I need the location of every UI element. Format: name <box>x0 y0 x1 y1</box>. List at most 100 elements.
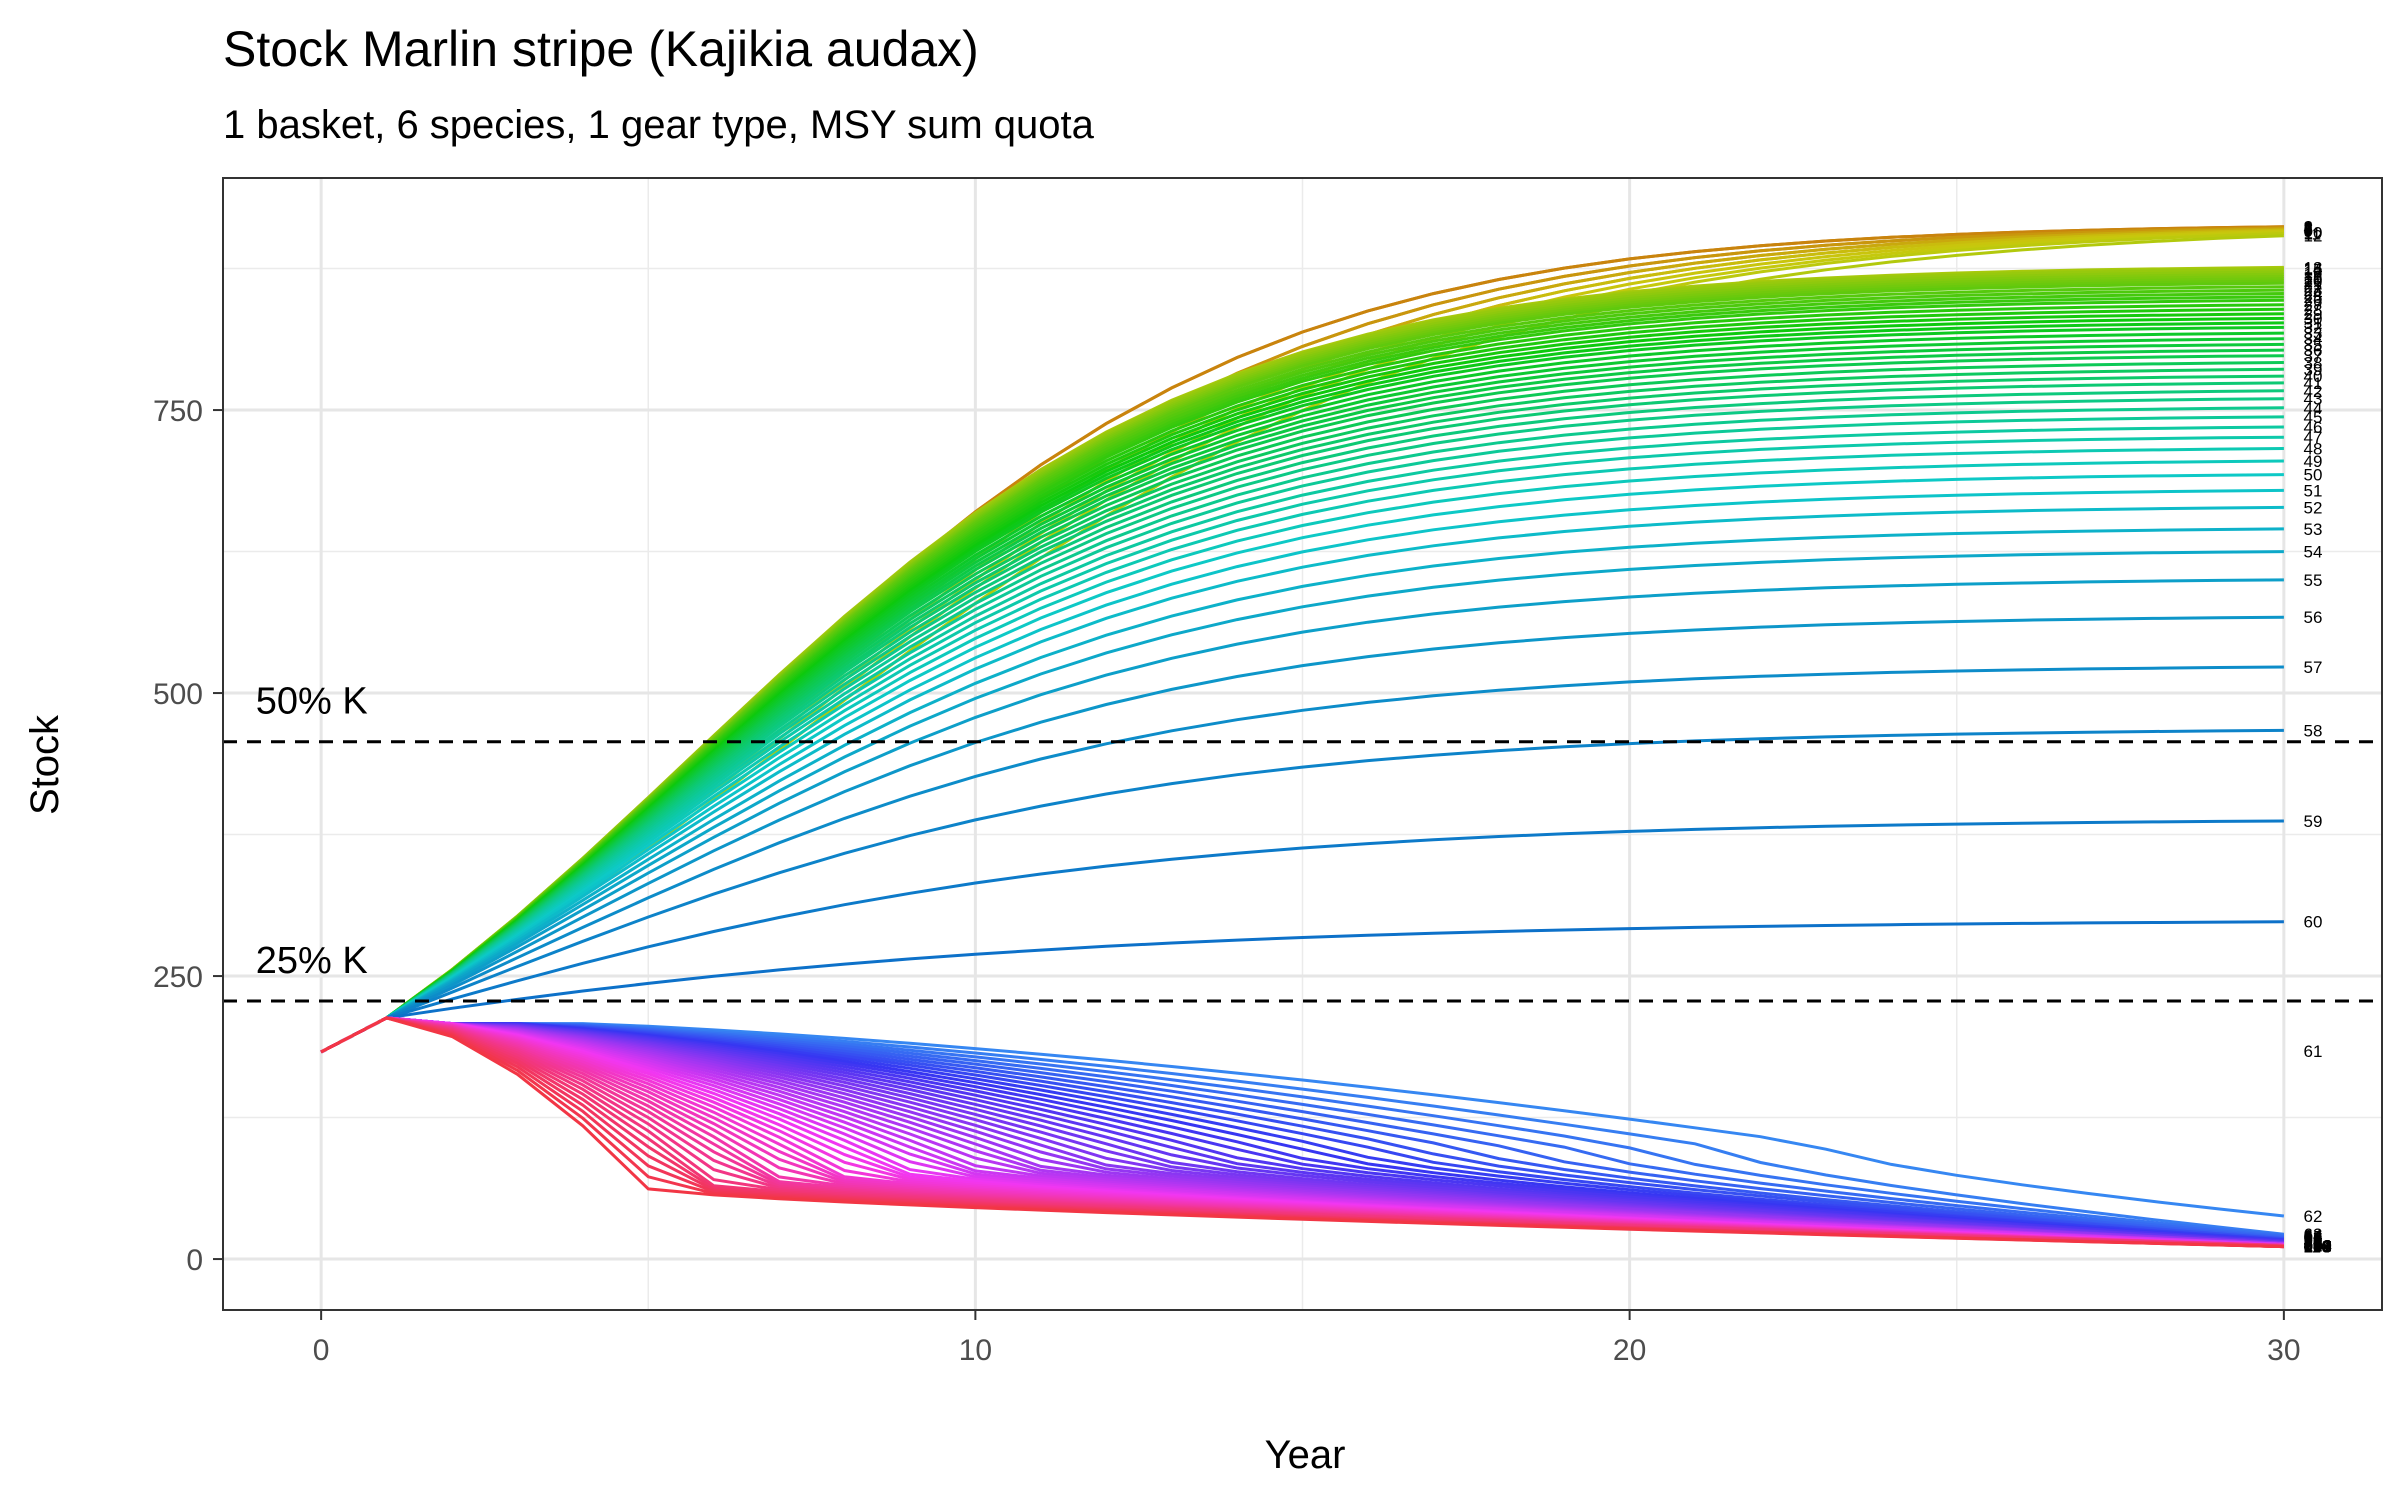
series-end-label: 33 <box>2303 324 2322 343</box>
series-end-label: 83 <box>2303 1235 2322 1254</box>
series-line <box>320 435 2284 1054</box>
y-tick-label: 500 <box>153 678 203 711</box>
x-tick-label: 20 <box>1613 1334 1646 1367</box>
reference-line-label: 25% K <box>256 940 368 982</box>
chart-subtitle: 1 basket, 6 species, 1 gear type, MSY su… <box>223 103 1095 147</box>
series-end-label: 28 <box>2303 300 2322 319</box>
series-end-label: 12 <box>2303 227 2322 246</box>
series-end-label: 49 <box>2303 452 2322 471</box>
series-end-label: 61 <box>2303 1042 2322 1061</box>
series-line <box>320 920 2284 1054</box>
series-end-label: 46 <box>2303 418 2322 437</box>
series-end-label: 108 <box>2303 1238 2331 1257</box>
y-tick-label: 250 <box>153 961 203 994</box>
series-end-label: 98 <box>2303 1236 2322 1255</box>
series-end-label: 45 <box>2303 408 2322 427</box>
series-end-label: 39 <box>2303 360 2322 379</box>
series-end-label: 38 <box>2303 354 2322 373</box>
series-end-label: 64 <box>2303 1226 2322 1245</box>
series-end-label: 30 <box>2303 309 2322 328</box>
series-end-label: 31 <box>2303 314 2322 333</box>
series-end-label: 94 <box>2303 1236 2322 1255</box>
series-line <box>320 425 2284 1054</box>
series-end-label: 69 <box>2303 1231 2322 1250</box>
reference-lines: 50% K 25% K <box>223 681 2382 1003</box>
series-end-label: 13 <box>2303 258 2322 277</box>
series-line <box>320 550 2284 1054</box>
series-end-label: 60 <box>2303 913 2322 932</box>
series-line <box>320 397 2284 1054</box>
series-end-label: 20 <box>2303 272 2322 291</box>
series-end-label: 79 <box>2303 1234 2322 1253</box>
series-end-label: 47 <box>2303 428 2322 447</box>
series-end-label: 99 <box>2303 1236 2322 1255</box>
series-end-label: 84 <box>2303 1235 2322 1254</box>
series-end-label: 65 <box>2303 1227 2322 1246</box>
series-line <box>320 406 2284 1054</box>
series-line <box>320 1016 2284 1249</box>
series-line <box>320 505 2284 1054</box>
series-line <box>320 615 2284 1054</box>
x-tick-label: 10 <box>959 1334 992 1367</box>
series-end-label: 36 <box>2303 341 2322 360</box>
series-end-label: 6 <box>2303 220 2312 239</box>
series-end-label: 59 <box>2303 812 2322 831</box>
series-end-label: 50 <box>2303 466 2322 485</box>
y-axis-title: Stock <box>23 714 67 815</box>
series-end-label: 81 <box>2303 1234 2322 1253</box>
series-end-label: 110 <box>2303 1238 2330 1257</box>
series-end-label: 7 <box>2303 221 2312 240</box>
series-end-label: 29 <box>2303 305 2322 324</box>
series-end-label: 41 <box>2303 374 2322 393</box>
series-end-label: 3 <box>2303 219 2312 238</box>
series-end-label: 97 <box>2303 1236 2322 1255</box>
series-end-label: 16 <box>2303 263 2322 282</box>
series-end-label: 102 <box>2303 1236 2331 1255</box>
series-end-label: 88 <box>2303 1235 2322 1254</box>
series-end-label: 90 <box>2303 1236 2322 1255</box>
series-end-label: 106 <box>2303 1238 2331 1257</box>
series-end-label: 42 <box>2303 382 2322 401</box>
series-end-label: 80 <box>2303 1234 2322 1253</box>
y-tick-label: 750 <box>153 395 203 428</box>
series-end-label: 89 <box>2303 1236 2322 1255</box>
series-lines <box>320 225 2285 1249</box>
chart-title: Stock Marlin stripe (Kajikia audax) <box>223 21 979 77</box>
series-end-label: 40 <box>2303 367 2322 386</box>
series-line <box>320 728 2284 1054</box>
series-end-label: 43 <box>2303 390 2322 409</box>
series-line <box>320 819 2284 1054</box>
y-tick-label: 0 <box>186 1244 203 1277</box>
series-end-label: 56 <box>2303 608 2322 627</box>
series-end-label: 66 <box>2303 1229 2322 1248</box>
series-end-label: 18 <box>2303 267 2322 286</box>
series-end-label: 70 <box>2303 1231 2322 1250</box>
reference-line-label: 50% K <box>256 681 368 723</box>
series-end-label: 67 <box>2303 1230 2322 1249</box>
x-axis: 0 10 20 30 <box>313 1310 2301 1367</box>
series-end-label: 53 <box>2303 520 2322 539</box>
x-tick-label: 30 <box>2267 1334 2300 1367</box>
series-end-label: 22 <box>2303 278 2322 297</box>
series-end-label: 75 <box>2303 1233 2322 1252</box>
series-end-label: 68 <box>2303 1230 2322 1249</box>
series-end-label: 23 <box>2303 281 2322 300</box>
series-line <box>320 447 2284 1054</box>
series-end-label: 51 <box>2303 481 2322 500</box>
series-end-label: 96 <box>2303 1236 2322 1255</box>
series-end-label: 54 <box>2303 543 2322 562</box>
series-end-label: 8 <box>2303 221 2312 240</box>
series-end-label: 55 <box>2303 571 2322 590</box>
series-end-label: 44 <box>2303 399 2322 418</box>
series-end-label: 11 <box>2303 224 2321 243</box>
series-end-label: 95 <box>2303 1236 2322 1255</box>
series-end-label: 103 <box>2303 1236 2331 1255</box>
series-end-label: 52 <box>2303 498 2322 517</box>
series-end-label: 9 <box>2303 222 2312 241</box>
series-end-label: 101 <box>2303 1236 2331 1255</box>
series-end-label: 62 <box>2303 1207 2322 1226</box>
series-line <box>320 415 2284 1054</box>
series-end-label: 73 <box>2303 1232 2322 1251</box>
series-end-label: 15 <box>2303 261 2322 280</box>
series-line <box>320 578 2284 1054</box>
